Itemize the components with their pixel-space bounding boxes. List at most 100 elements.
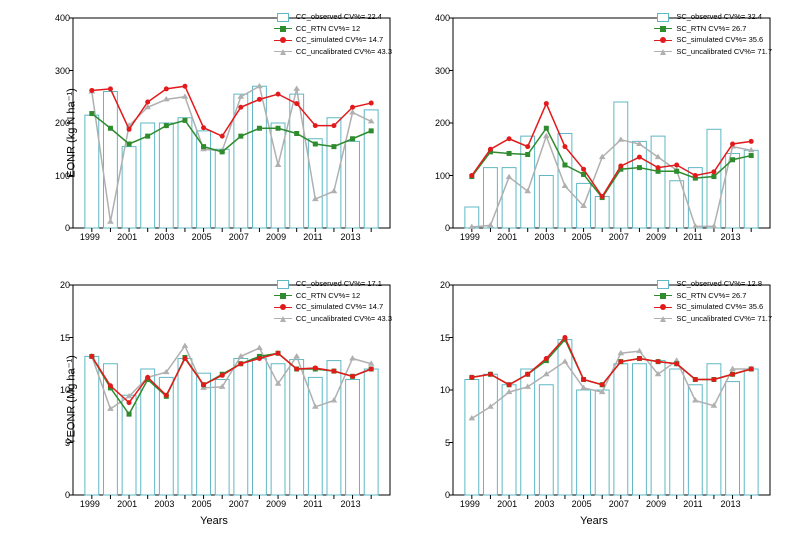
- marker: [544, 101, 549, 106]
- bar: [539, 176, 553, 229]
- legend-label: CC_observed CV%= 17.1: [296, 279, 382, 290]
- marker: [749, 153, 754, 158]
- marker: [127, 400, 132, 405]
- legend-swatch: [654, 280, 672, 288]
- legend-label: SC_simulated CV%= 35.6: [676, 35, 763, 46]
- legend-swatch: [274, 292, 292, 300]
- bar: [215, 380, 229, 496]
- marker: [313, 142, 318, 147]
- bar: [595, 390, 609, 495]
- legend-swatch: [654, 25, 672, 33]
- legend: CC_observed CV%= 17.1CC_RTN CV%= 12CC_si…: [274, 279, 392, 325]
- marker: [89, 111, 94, 116]
- marker: [257, 126, 262, 131]
- marker: [238, 361, 243, 366]
- bar: [253, 359, 267, 496]
- marker: [562, 144, 567, 149]
- marker: [581, 377, 586, 382]
- marker: [276, 126, 281, 131]
- marker: [674, 163, 679, 168]
- bar: [744, 150, 758, 228]
- marker: [369, 101, 374, 106]
- marker: [711, 174, 716, 179]
- marker: [257, 356, 262, 361]
- legend-label: SC_uncalibrated CV%= 71.7: [676, 47, 772, 58]
- bar: [670, 369, 684, 495]
- marker: [256, 345, 263, 350]
- bar: [308, 139, 322, 228]
- bar: [707, 364, 721, 495]
- bar: [633, 364, 647, 495]
- marker: [507, 382, 512, 387]
- legend-row: SC_observed CV%= 12.8: [654, 279, 772, 290]
- bar: [465, 380, 479, 496]
- legend-label: CC_observed CV%= 22.4: [296, 12, 382, 23]
- legend-label: SC_observed CV%= 32.4: [676, 12, 762, 23]
- marker: [369, 367, 374, 372]
- bar: [726, 382, 740, 495]
- legend-row: SC_RTN CV%= 26.7: [654, 24, 772, 35]
- marker: [127, 142, 132, 147]
- legend-label: CC_RTN CV%= 12: [296, 24, 360, 35]
- marker: [674, 169, 679, 174]
- legend-swatch: [274, 303, 292, 311]
- bar: [327, 361, 341, 495]
- bar: [290, 360, 304, 495]
- bar: [122, 395, 136, 495]
- marker: [331, 369, 336, 374]
- bar: [651, 361, 665, 495]
- marker: [89, 354, 94, 359]
- legend-label: CC_uncalibrated CV%= 43.3: [296, 47, 392, 58]
- marker: [164, 123, 169, 128]
- legend-row: SC_observed CV%= 32.4: [654, 12, 772, 23]
- marker: [581, 167, 586, 172]
- marker: [525, 152, 530, 157]
- legend-swatch: [274, 280, 292, 288]
- bar: [159, 123, 173, 228]
- panel-bl: 0510152019992001200320052007200920112013…: [28, 275, 400, 525]
- bar: [346, 380, 360, 496]
- legend-swatch: [274, 13, 292, 21]
- legend-row: CC_uncalibrated CV%= 43.3: [274, 314, 392, 325]
- bar: [651, 136, 665, 228]
- legend-label: CC_simulated CV%= 14.7: [296, 302, 383, 313]
- marker: [313, 123, 318, 128]
- marker: [749, 139, 754, 144]
- marker: [488, 147, 493, 152]
- marker: [637, 356, 642, 361]
- legend-row: CC_uncalibrated CV%= 43.3: [274, 47, 392, 58]
- legend-swatch: [274, 36, 292, 44]
- panel-tr: 0100200300400199920012003200520072009201…: [408, 8, 780, 258]
- marker: [293, 353, 300, 358]
- bar: [577, 390, 591, 495]
- bar: [614, 364, 628, 495]
- legend-swatch: [654, 48, 672, 56]
- bar: [521, 136, 535, 228]
- marker: [294, 367, 299, 372]
- legend-label: SC_simulated CV%= 35.6: [676, 302, 763, 313]
- legend-row: CC_observed CV%= 17.1: [274, 279, 392, 290]
- legend-label: CC_uncalibrated CV%= 43.3: [296, 314, 392, 325]
- marker: [730, 372, 735, 377]
- marker: [182, 118, 187, 123]
- marker: [201, 382, 206, 387]
- marker: [127, 127, 132, 132]
- bar: [364, 110, 378, 228]
- legend-row: SC_simulated CV%= 35.6: [654, 302, 772, 313]
- marker: [711, 169, 716, 174]
- bar: [502, 385, 516, 495]
- bar: [670, 181, 684, 228]
- marker: [637, 155, 642, 160]
- marker: [525, 372, 530, 377]
- legend-row: SC_RTN CV%= 26.7: [654, 291, 772, 302]
- legend-label: SC_uncalibrated CV%= 71.7: [676, 314, 772, 325]
- bar: [215, 149, 229, 228]
- marker: [201, 125, 206, 130]
- bar: [122, 147, 136, 228]
- marker: [256, 83, 263, 88]
- legend-swatch: [654, 315, 672, 323]
- marker: [730, 157, 735, 162]
- legend: SC_observed CV%= 12.8SC_RTN CV%= 26.7SC_…: [654, 279, 772, 325]
- marker: [600, 382, 605, 387]
- bar: [85, 115, 99, 228]
